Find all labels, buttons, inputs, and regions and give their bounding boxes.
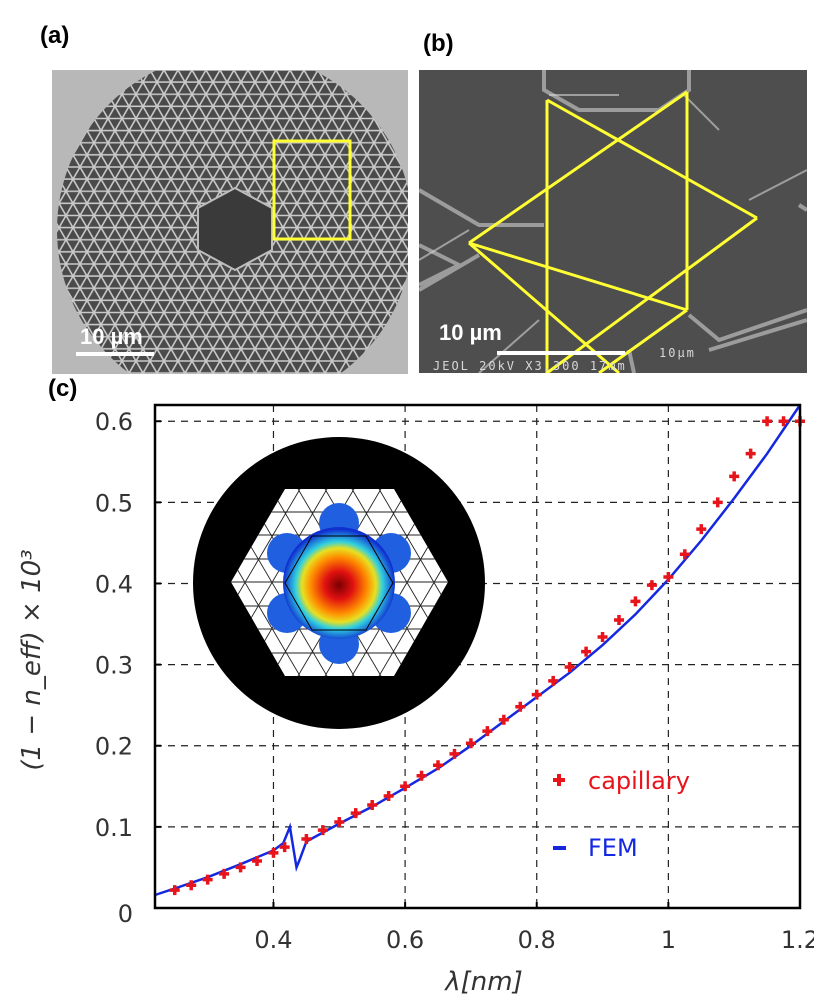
tick-labels: 0.4 0.6 0.8 1 1.2 0 0.1 0.2 0.3 0.4 0.5 0.6 (95, 408, 814, 954)
y-tick-label: 0.3 (95, 652, 133, 680)
panel-b-label: (b) (423, 30, 454, 57)
capillary-point (482, 726, 493, 737)
capillary-point (762, 416, 773, 427)
capillary-point (400, 781, 411, 792)
instrument-caption: 10µm (659, 346, 696, 360)
capillary-point (778, 416, 789, 427)
legend-fem-marker (553, 846, 566, 850)
capillary-point (202, 874, 213, 885)
capillary-point (235, 862, 246, 873)
capillary-point (383, 791, 394, 802)
highlight-box (272, 139, 352, 241)
capillary-point (367, 799, 378, 810)
x-tick-label: 1.2 (781, 926, 814, 954)
x-tick-label: 0.8 (518, 926, 556, 954)
capillary-point (317, 825, 328, 836)
y-tick-label: 0.4 (95, 570, 133, 598)
capillary-point (696, 524, 707, 535)
scale-bar-b (497, 351, 625, 355)
capillary-point (416, 770, 427, 781)
sem-image-fiber-cross-section: 10 µm (52, 70, 408, 374)
capillary-point (646, 580, 657, 591)
capillary-point (169, 885, 180, 896)
capillary-point (334, 817, 345, 828)
legend: capillary FEM (553, 767, 690, 862)
mode-inset (193, 437, 485, 729)
y-axis-label: (1 − n_eff) × 10³ (17, 549, 47, 770)
capillary-point (581, 646, 592, 657)
capillary-point (548, 675, 559, 686)
y-tick-label: 0.2 (95, 733, 133, 761)
panel-c-label: (c) (48, 375, 78, 402)
legend-fem-label: FEM (588, 834, 638, 862)
zoom-graphic (419, 70, 807, 373)
capillary-point (729, 471, 740, 482)
capillary-point (219, 868, 230, 879)
capillary-point (498, 714, 509, 725)
plot-frame (153, 403, 802, 910)
capillary-point (279, 842, 290, 853)
x-tick-label: 0.6 (386, 926, 424, 954)
capillary-point (663, 571, 674, 582)
capillary-point (350, 808, 361, 819)
capillary-point (515, 701, 526, 712)
legend-capillary-marker (553, 774, 565, 786)
y-tick-label: 0 (118, 900, 133, 928)
capillary-point (679, 549, 690, 560)
capillary-point (268, 847, 279, 858)
fiber-cross-section-graphic (57, 70, 408, 374)
capillary-point (465, 738, 476, 749)
instrument-info: JEOL 20kV X3,300 17mm (433, 359, 627, 373)
y-tick-label: 0.1 (95, 814, 133, 842)
capillary-point (597, 632, 608, 643)
hollow-core (197, 186, 273, 272)
capillary-point (564, 662, 575, 673)
scale-label-a: 10 µm (80, 324, 143, 349)
capillary-point (186, 880, 197, 891)
sem-image-zoom: 10 µm 10µm JEOL 20kV X3,300 17mm (419, 70, 807, 373)
star-overlay (468, 90, 758, 373)
legend-capillary-label: capillary (588, 767, 690, 795)
capillary-point (252, 855, 263, 866)
panel-a-label: (a) (40, 22, 70, 49)
capillary-point (614, 614, 625, 625)
mode-field (267, 503, 411, 664)
axes (153, 403, 802, 910)
capillary-point (531, 689, 542, 700)
capillary-point (449, 748, 460, 759)
y-tick-label: 0.6 (95, 408, 133, 436)
capillary-point (712, 497, 723, 508)
x-axis-label: λ[nm] (443, 967, 522, 997)
scale-bar-a (76, 352, 154, 356)
capillary-point (630, 596, 641, 607)
scale-label-b: 10 µm (439, 320, 502, 345)
capillary-point (301, 834, 312, 845)
capillary-point (745, 448, 756, 459)
capillary-point (433, 760, 444, 771)
x-tick-label: 1 (661, 926, 676, 954)
x-tick-label: 0.4 (254, 926, 292, 954)
y-tick-label: 0.5 (95, 489, 133, 517)
